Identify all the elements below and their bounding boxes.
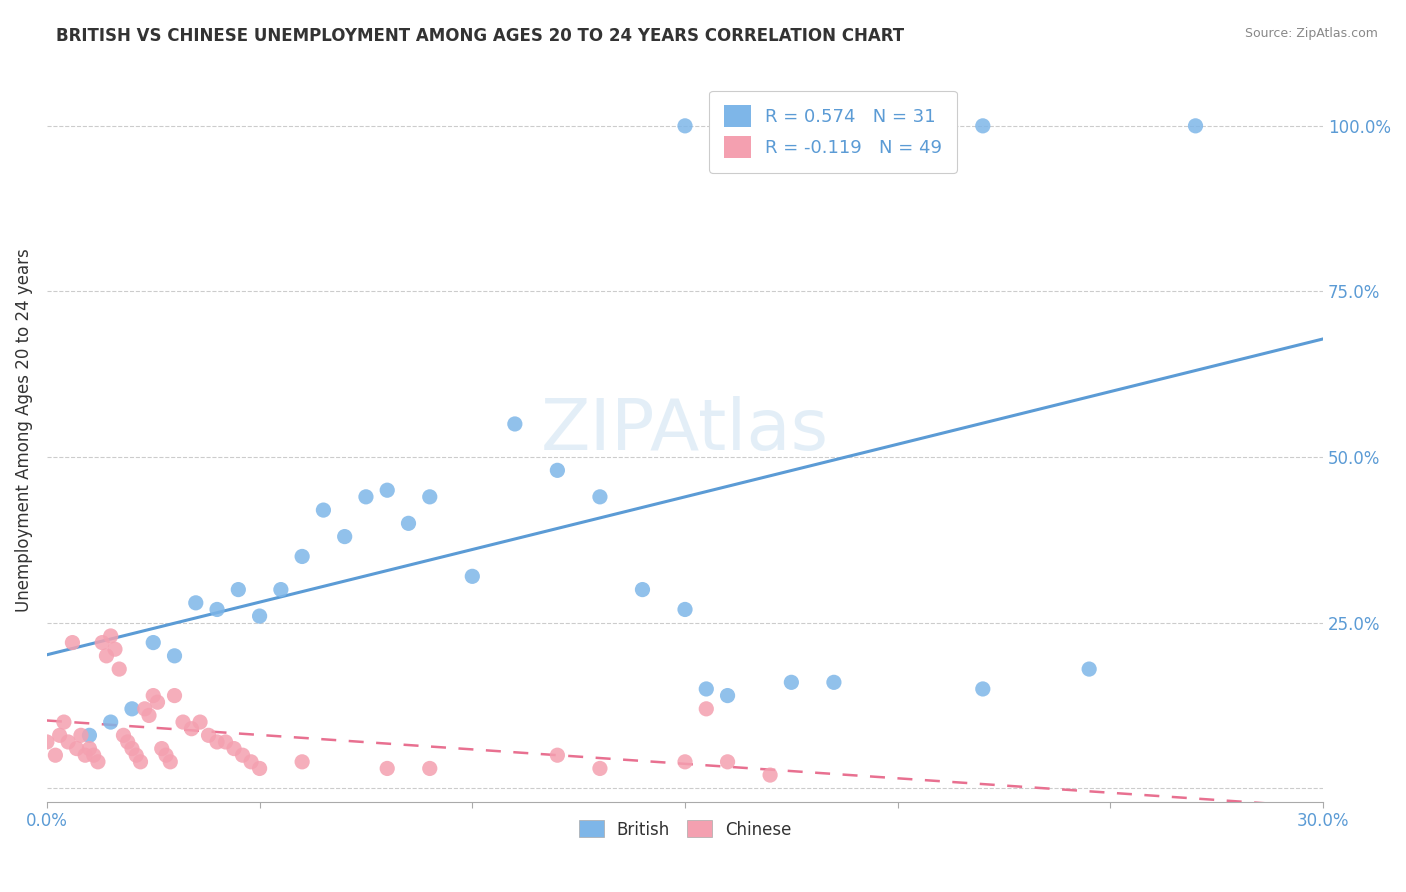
Point (75, 748, 97, 763)
Point (87, 755, 110, 769)
Point (129, 755, 152, 769)
Point (673, 755, 696, 769)
Point (83, 748, 105, 763)
Point (117, 735, 139, 749)
Point (631, 582, 654, 597)
Point (780, 675, 803, 690)
Point (150, 741, 173, 756)
Point (205, 735, 228, 749)
Point (35, 735, 58, 749)
Point (249, 609, 271, 624)
Point (419, 761, 441, 775)
Point (112, 728, 135, 742)
Legend: British, Chinese: British, Chinese (572, 814, 799, 846)
Point (142, 689, 165, 703)
Point (214, 735, 236, 749)
Point (589, 761, 612, 775)
Point (461, 569, 484, 583)
Point (79, 741, 101, 756)
Point (673, 119, 696, 133)
Point (66, 741, 89, 756)
Point (291, 755, 314, 769)
Point (138, 708, 160, 723)
Point (197, 728, 219, 742)
Point (232, 748, 254, 763)
Point (134, 702, 156, 716)
Text: ZIPAtlas: ZIPAtlas (541, 396, 830, 465)
Point (503, 417, 526, 431)
Point (155, 748, 177, 763)
Point (104, 642, 127, 657)
Point (146, 695, 169, 709)
Point (48, 728, 70, 742)
Text: Source: ZipAtlas.com: Source: ZipAtlas.com (1244, 27, 1378, 40)
Point (291, 549, 314, 564)
Point (972, 119, 994, 133)
Point (62, 635, 84, 649)
Point (1184, 119, 1206, 133)
Point (121, 702, 143, 716)
Point (240, 755, 263, 769)
Point (222, 741, 245, 756)
Point (312, 503, 335, 517)
Point (163, 648, 186, 663)
Point (142, 635, 165, 649)
Point (100, 715, 122, 730)
Point (228, 582, 250, 597)
Point (801, 119, 824, 133)
Point (70, 728, 93, 742)
Point (96, 648, 118, 663)
Point (163, 689, 186, 703)
Point (375, 483, 398, 498)
Point (188, 715, 211, 730)
Point (56, 735, 79, 749)
Point (354, 490, 377, 504)
Point (972, 681, 994, 696)
Y-axis label: Unemployment Among Ages 20 to 24 years: Unemployment Among Ages 20 to 24 years (15, 249, 32, 613)
Point (108, 662, 131, 676)
Text: BRITISH VS CHINESE UNEMPLOYMENT AMONG AGES 20 TO 24 YEARS CORRELATION CHART: BRITISH VS CHINESE UNEMPLOYMENT AMONG AG… (56, 27, 904, 45)
Point (44, 748, 66, 763)
Point (546, 748, 568, 763)
Point (205, 602, 228, 616)
Point (91, 635, 114, 649)
Point (249, 761, 271, 775)
Point (759, 768, 782, 782)
Point (589, 490, 612, 504)
Point (695, 702, 717, 716)
Point (375, 761, 398, 775)
Point (823, 675, 845, 690)
Point (100, 629, 122, 643)
Point (673, 602, 696, 616)
Point (121, 741, 143, 756)
Point (180, 722, 202, 736)
Point (270, 582, 292, 597)
Point (79, 728, 101, 742)
Point (172, 715, 194, 730)
Point (333, 530, 356, 544)
Point (716, 755, 738, 769)
Point (52, 715, 75, 730)
Point (419, 490, 441, 504)
Point (184, 596, 207, 610)
Point (716, 689, 738, 703)
Point (546, 463, 568, 477)
Point (398, 516, 420, 531)
Point (159, 755, 181, 769)
Point (695, 681, 717, 696)
Point (1078, 662, 1101, 676)
Point (125, 748, 148, 763)
